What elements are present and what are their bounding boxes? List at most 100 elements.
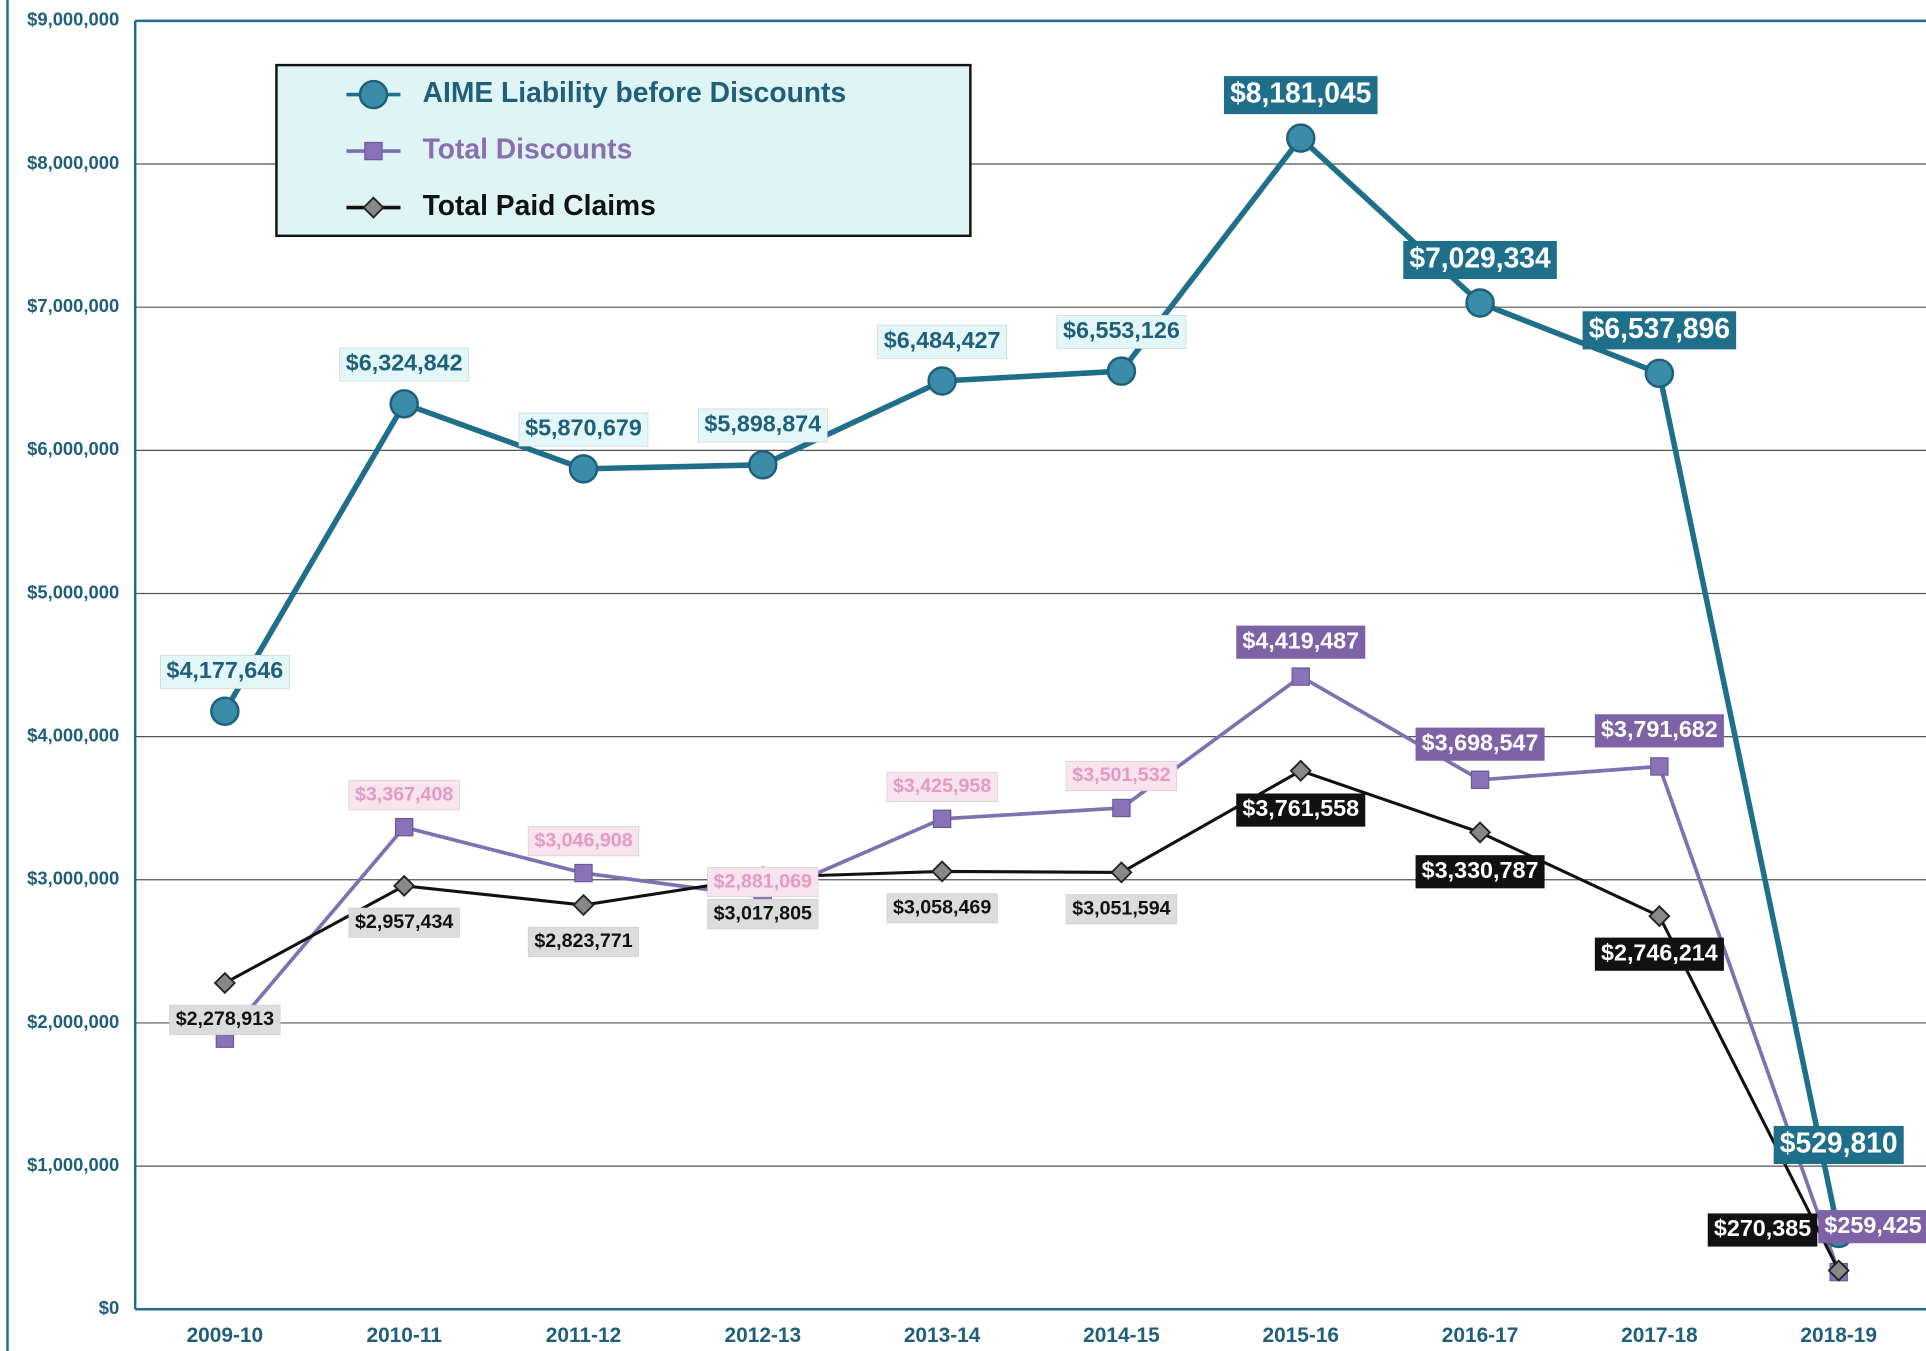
series-line [222,134,1842,1234]
data-label: $6,553,126 [1056,314,1187,349]
data-label: $3,761,558 [1236,793,1366,827]
data-label-box [160,655,290,689]
data-label-text: $270,385 [1714,1215,1811,1241]
marker [932,809,952,829]
data-label: $8,181,045 [1223,76,1378,115]
data-label-text: $6,324,842 [346,350,463,376]
x-tick-label: 2018-19 [1800,1324,1877,1347]
y-tick-label: $3,000,000 [27,868,119,889]
x-tick-label: 2010-11 [366,1324,442,1347]
data-label-box [707,899,819,930]
data-label: $2,746,214 [1594,937,1724,971]
data-label: $3,330,787 [1415,855,1545,889]
marker [568,454,599,484]
data-label: $2,823,771 [527,926,640,957]
x-tick-label: 2015-16 [1262,1324,1339,1347]
data-label-box [339,347,470,382]
x-tick-label: 2011-12 [546,1324,621,1347]
x-tick-label: 2016-17 [1442,1324,1519,1347]
data-label: $3,367,408 [348,780,460,811]
marker [748,450,778,480]
data-label-text: $3,501,532 [1072,764,1170,786]
data-label-box [886,893,998,924]
y-tick-label: $2,000,000 [27,1011,119,1032]
data-label: $6,484,427 [877,324,1007,359]
marker [927,366,957,396]
marker [210,696,240,726]
data-label-box [1065,761,1178,792]
data-label-text: $3,761,558 [1242,795,1359,821]
marker [1286,123,1316,153]
series-line [224,769,1841,1272]
data-label: $2,881,069 [707,867,819,898]
legend-marker [362,196,385,219]
data-label-box [1403,240,1557,280]
data-label-text: $6,537,896 [1589,312,1730,344]
legend-label: AIME Liability before Discounts [423,76,847,108]
data-label-text: $6,484,427 [884,327,1001,353]
legend: AIME Liability before Discounts Total Dis… [275,63,972,238]
data-label-text: $4,177,646 [166,657,283,683]
marker [394,817,414,837]
data-label-box [1056,314,1187,349]
marker [1110,861,1133,884]
data-label: $3,017,805 [707,899,819,930]
data-label-box [1236,793,1366,827]
marker [1465,288,1495,318]
data-label-box [1594,937,1724,971]
x-tick-label: 2009-10 [187,1324,264,1347]
data-label-box [1594,714,1724,748]
y-tick-label: $7,000,000 [27,295,119,316]
data-label-box [1065,894,1178,925]
data-label: $3,046,908 [527,826,640,857]
marker [393,874,416,898]
data-label-text: $3,058,469 [893,896,991,918]
data-label-box [1818,1210,1926,1244]
marker [1289,759,1312,782]
y-tick-label: $6,000,000 [27,438,119,459]
data-label-text: $529,810 [1780,1126,1898,1158]
marker [1644,358,1675,389]
x-tick-label: 2014-15 [1083,1324,1160,1347]
data-label: $6,324,842 [339,347,470,382]
marker [1648,904,1671,928]
data-label-box [707,867,819,898]
data-label-box [1773,1125,1904,1165]
data-label-text: $3,046,908 [534,829,632,851]
marker [1827,1259,1850,1282]
y-tick-label: $4,000,000 [27,724,119,745]
data-label-text: $6,553,126 [1063,317,1180,343]
series-line [223,674,1841,1273]
data-label-text: $3,051,594 [1072,897,1170,919]
marker [1291,667,1310,686]
data-label-text: $3,425,958 [893,775,991,797]
data-label: $3,058,469 [886,893,998,924]
data-label-text: $2,957,434 [355,911,453,933]
data-label-text: $2,278,913 [176,1008,274,1030]
data-label: $4,177,646 [160,655,290,689]
data-label-box [1415,727,1545,761]
data-label: $3,051,594 [1065,894,1178,925]
data-label-box [697,408,828,443]
marker [572,893,595,917]
data-label: $7,029,334 [1403,240,1557,280]
data-label-text: $3,017,805 [714,902,812,924]
data-label-text: $259,425 [1824,1212,1921,1238]
y-tick-label: $5,000,000 [27,581,119,602]
data-label-box [527,926,640,957]
data-label: $5,870,679 [518,412,649,447]
marker [930,860,954,883]
data-label: $2,278,913 [169,1004,281,1035]
x-tick-label: 2012-13 [725,1324,802,1347]
data-label: $2,957,434 [348,907,460,938]
marker [1650,757,1669,776]
data-label-text: $3,330,787 [1422,857,1539,883]
data-label-box [877,324,1007,359]
data-label-box [1582,311,1737,350]
data-label-text: $2,746,214 [1601,939,1718,965]
marker [1470,770,1490,790]
data-label: $529,810 [1773,1125,1904,1165]
data-label-text: $4,419,487 [1242,627,1359,653]
